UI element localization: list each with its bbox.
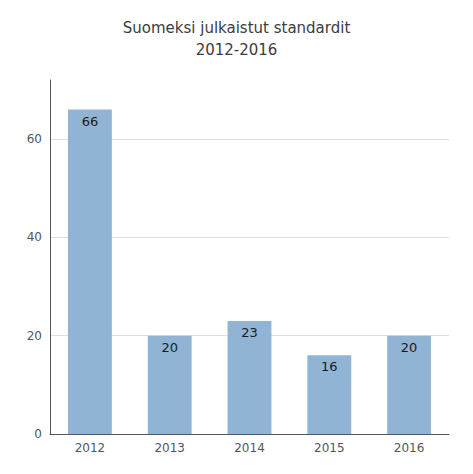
svg-text:2016: 2016	[394, 441, 425, 455]
svg-text:2014: 2014	[234, 441, 265, 455]
svg-text:20: 20	[161, 340, 178, 355]
svg-text:2012: 2012	[75, 441, 106, 455]
svg-text:Suomeksi julkaistut standardit: Suomeksi julkaistut standardit	[123, 19, 351, 37]
svg-text:40: 40	[27, 230, 42, 244]
svg-text:2015: 2015	[314, 441, 345, 455]
svg-text:2013: 2013	[154, 441, 185, 455]
svg-text:66: 66	[82, 114, 99, 129]
svg-text:2012-2016: 2012-2016	[196, 41, 278, 59]
svg-text:20: 20	[401, 340, 418, 355]
svg-text:23: 23	[241, 325, 258, 340]
svg-text:20: 20	[27, 329, 42, 343]
svg-text:16: 16	[321, 359, 338, 374]
svg-text:0: 0	[34, 427, 42, 441]
svg-text:60: 60	[27, 132, 42, 146]
